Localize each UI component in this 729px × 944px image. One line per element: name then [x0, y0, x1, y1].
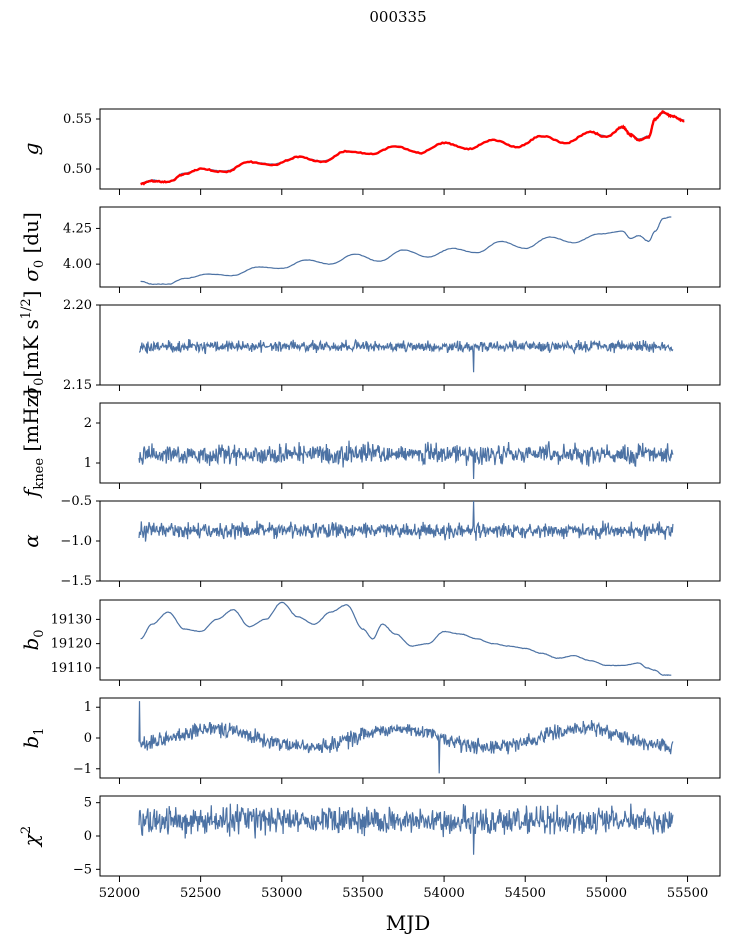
figure-title: 000335 — [369, 8, 426, 26]
x-tick-label: 52000 — [99, 886, 140, 901]
panel-6: 19110 19120 19130 b0 — [19, 599, 721, 686]
x-tick-label: 52500 — [180, 886, 221, 901]
data-series-line — [138, 440, 674, 480]
x-tick-label: 55000 — [586, 886, 627, 901]
panels: 0.50 0.55 g 4.00 4.25 σ0 [du] 2.15 2.20 σ0[mK s1… — [19, 108, 721, 901]
y-axis-label: b1 — [19, 727, 47, 748]
y-axis-label: fknee [mHz] — [19, 389, 47, 499]
plot-frame — [99, 599, 721, 681]
plot-frame — [99, 500, 721, 582]
y-tick-label: 19120 — [51, 637, 92, 652]
y-axis-label: b0 — [19, 629, 47, 650]
y-tick-label: 2 — [84, 416, 92, 431]
y-tick-label: 5 — [84, 796, 92, 811]
y-tick-label: 2.20 — [63, 298, 92, 313]
plot-frame — [99, 697, 721, 779]
y-axis-label: σ0 [du] — [19, 212, 47, 282]
x-tick-label: 54500 — [505, 886, 546, 901]
data-series-line — [138, 803, 674, 855]
y-tick-label: 4.00 — [63, 257, 92, 272]
y-tick-label: −1.0 — [60, 534, 92, 549]
plot-frame — [99, 402, 721, 484]
panel-5: −1.5 −1.0 −0.5 α — [19, 494, 721, 589]
y-tick-label: 19130 — [51, 612, 92, 627]
y-tick-label: 0.55 — [63, 112, 92, 127]
panel-2: 4.00 4.25 σ0 [du] — [19, 206, 721, 293]
fit-series-line — [140, 110, 685, 186]
y-tick-label: −1.5 — [60, 574, 92, 589]
y-tick-label: −0.5 — [60, 494, 92, 509]
data-series-line — [138, 501, 674, 542]
data-series-line — [140, 216, 672, 286]
y-axis-label: σ0[mK s1/2] — [19, 290, 47, 399]
x-tick-label: 53500 — [342, 886, 383, 901]
x-tick-label: 53000 — [261, 886, 302, 901]
y-tick-label: 2.15 — [63, 378, 92, 393]
x-tick-label: 54000 — [423, 886, 464, 901]
y-tick-label: 1 — [84, 456, 92, 471]
panel-8: −5 0 5 52000 52500 53000 53500 54000 54500 55000 5… — [19, 795, 721, 901]
y-tick-label: 0.50 — [63, 162, 92, 177]
y-axis-label: g — [19, 143, 43, 156]
panel-1: 0.50 0.55 g — [19, 108, 721, 195]
y-axis-label: χ2 — [19, 826, 43, 848]
panel-7: −1 0 1 b1 — [19, 697, 721, 784]
y-tick-label: −5 — [73, 862, 92, 877]
y-tick-label: −1 — [73, 762, 92, 777]
y-tick-label: 19110 — [51, 661, 92, 676]
plot-frame — [99, 206, 721, 288]
y-tick-label: 1 — [84, 700, 92, 715]
y-tick-label: 0 — [84, 731, 92, 746]
y-axis-label: α — [19, 534, 43, 548]
x-axis-label: MJD — [386, 911, 431, 935]
plot-frame — [99, 795, 721, 877]
data-series-line — [138, 701, 674, 774]
x-tick-label: 55500 — [667, 886, 708, 901]
y-tick-label: 0 — [84, 829, 92, 844]
plot-frame — [99, 108, 721, 190]
y-tick-label: 4.25 — [63, 221, 92, 236]
panel-4: 1 2 fknee [mHz] — [19, 389, 721, 499]
data-series-line — [140, 601, 672, 676]
data-series-line — [139, 338, 674, 373]
panel-3: 2.15 2.20 σ0[mK s1/2] — [19, 290, 721, 400]
